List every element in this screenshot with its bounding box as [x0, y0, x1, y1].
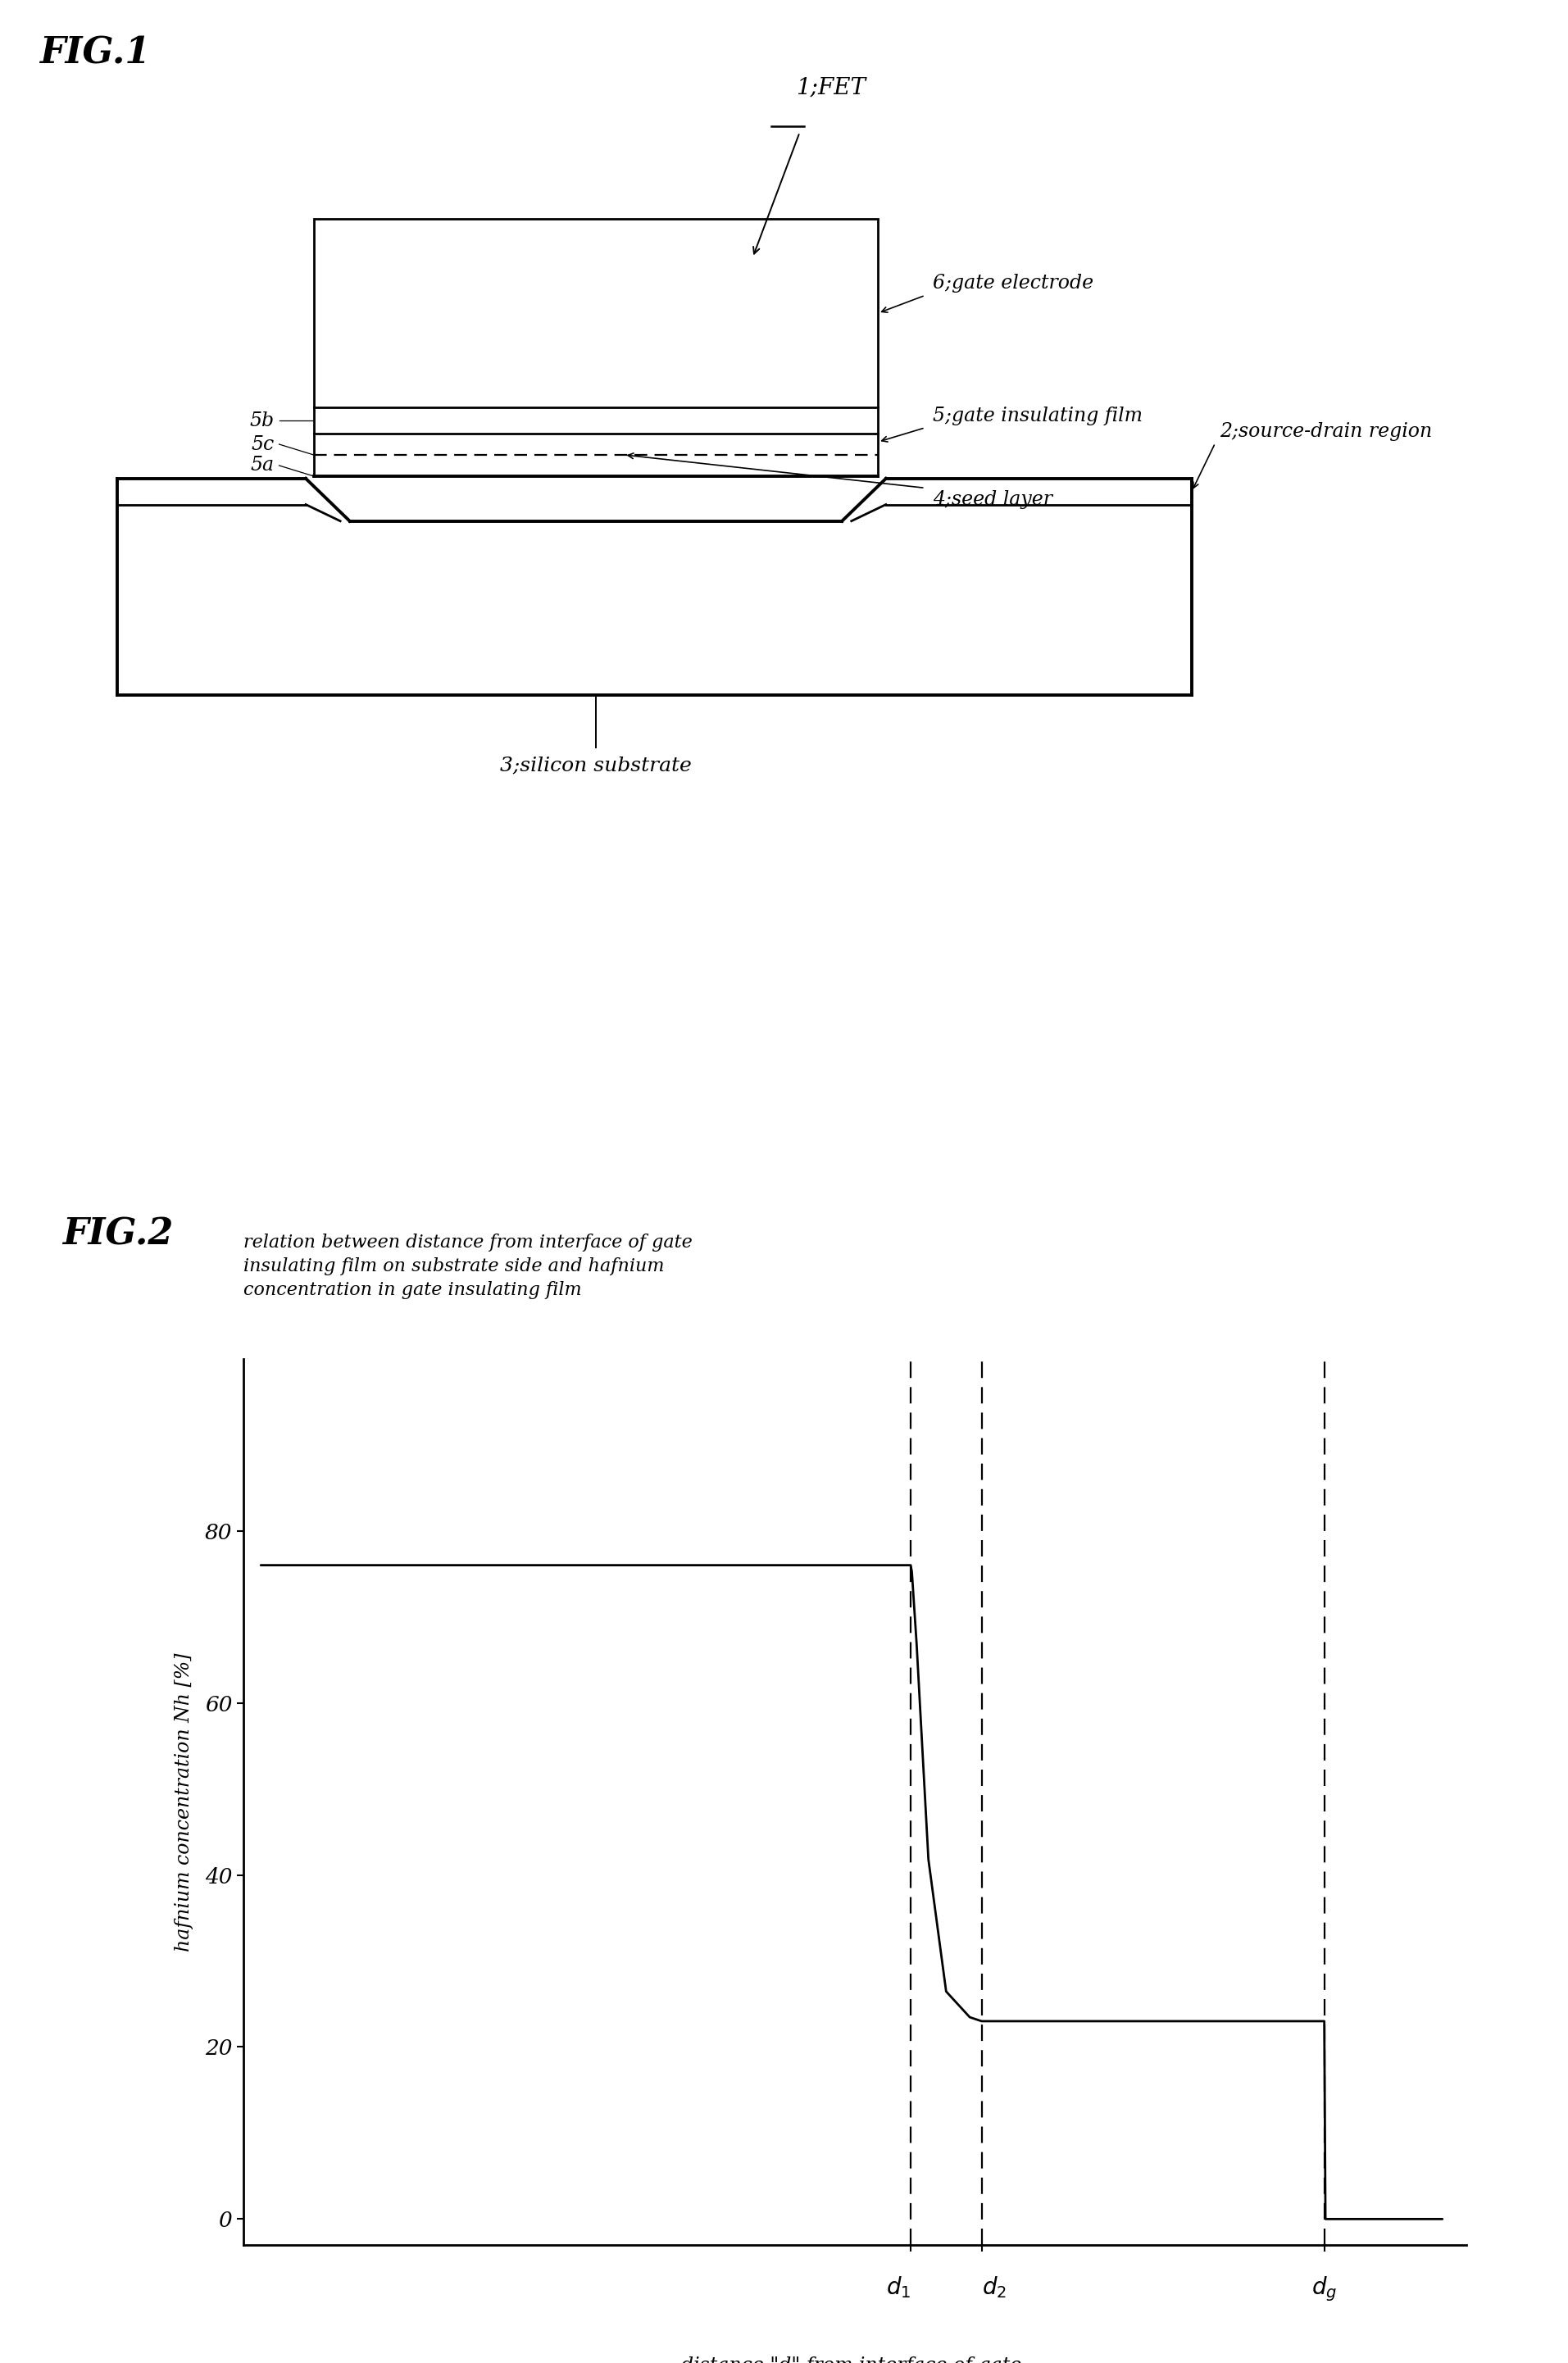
Text: distance "d" from interface of gate
insulating film on substrate side: distance "d" from interface of gate insu…: [682, 2356, 1022, 2363]
Text: $d_g$: $d_g$: [1311, 2276, 1338, 2304]
Text: 2;source-drain region: 2;source-drain region: [1220, 423, 1433, 440]
Text: FIG.1: FIG.1: [39, 35, 151, 71]
Y-axis label: hafnium concentration Nh [%]: hafnium concentration Nh [%]: [174, 1652, 193, 1952]
Text: $d_1$: $d_1$: [886, 2276, 911, 2299]
Text: 5a: 5a: [251, 456, 274, 475]
Text: 5c: 5c: [251, 435, 274, 454]
Text: 5;gate insulating film: 5;gate insulating film: [933, 406, 1143, 425]
Text: $d_2$: $d_2$: [982, 2276, 1007, 2299]
Text: 3;silicon substrate: 3;silicon substrate: [500, 756, 691, 775]
Text: 4;seed layer: 4;seed layer: [933, 489, 1052, 508]
Text: 6;gate electrode: 6;gate electrode: [933, 274, 1094, 293]
Text: relation between distance from interface of gate
insulating film on substrate si: relation between distance from interface…: [243, 1233, 691, 1300]
Bar: [314, 217, 878, 409]
Text: 1;FET: 1;FET: [797, 78, 866, 99]
Text: FIG.2: FIG.2: [63, 1217, 174, 1252]
Text: 5b: 5b: [249, 411, 274, 430]
